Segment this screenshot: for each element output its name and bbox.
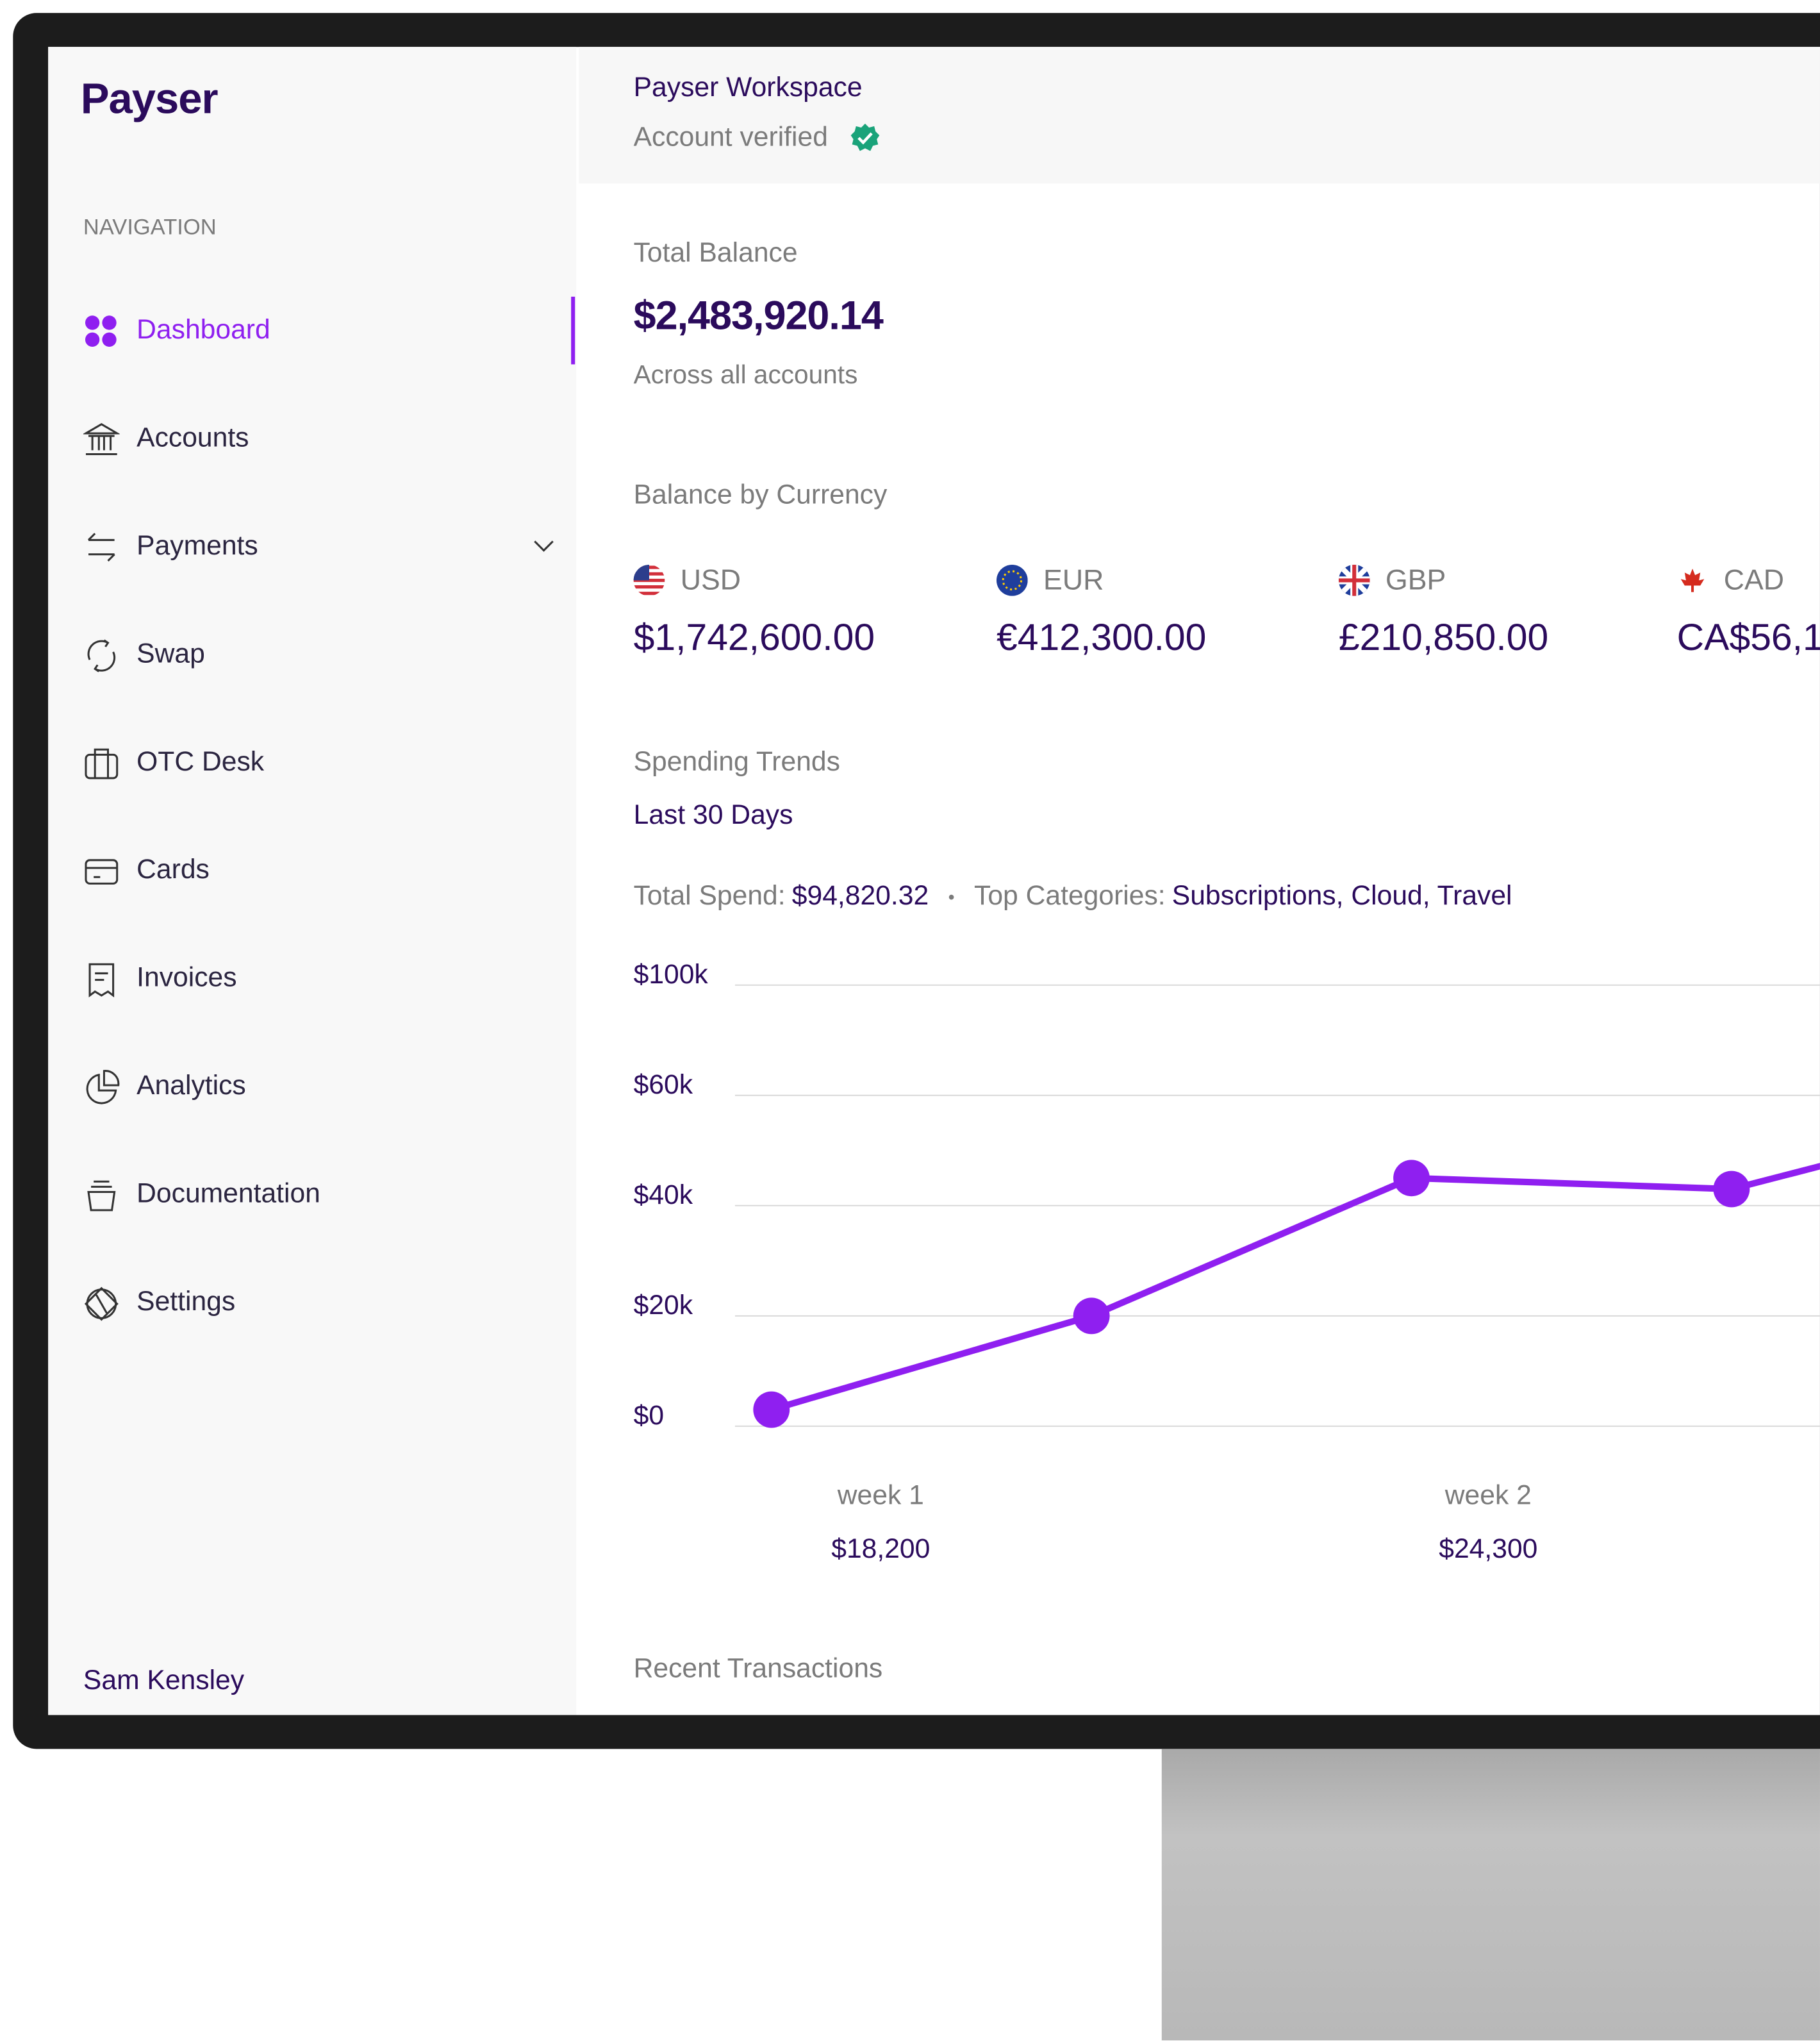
section-heading: Balance by Currency [633, 480, 888, 510]
value: $94,820.32 [791, 881, 929, 911]
currency-amount: £210,850.00 [1338, 617, 1549, 660]
nav-item[interactable]: Analytics [83, 1060, 565, 1112]
currency-code: CAD [1723, 563, 1785, 596]
flag-gb [1338, 565, 1370, 596]
value: Subscriptions, Cloud, Travel [1171, 881, 1512, 911]
icon [86, 1070, 120, 1104]
currency-amount: CA$56,12 [1676, 617, 1820, 660]
y-tick-label: $0 [634, 1400, 664, 1431]
separator: • [948, 886, 955, 907]
currency-code: USD [680, 563, 741, 596]
section-heading: Spending Trends [633, 747, 840, 777]
y-tick-label: $20k [634, 1290, 693, 1320]
sidebar [48, 47, 577, 1715]
nav-label: Analytics [136, 1070, 246, 1101]
icon [84, 1287, 119, 1321]
currency-amount: €412,300.00 [996, 617, 1207, 660]
verified-badge [850, 123, 880, 151]
nav-label: Swap [136, 638, 205, 669]
nav-item[interactable]: Documentation [83, 1169, 565, 1220]
week-total: $18,200 [831, 1534, 931, 1565]
week-label: week 2 [1444, 1481, 1532, 1511]
nav-label: Documentation [136, 1179, 320, 1209]
nav-label: Payments [136, 531, 258, 561]
balance-amount: $2,483,920.14 [633, 292, 884, 338]
nav-label: Invoices [136, 963, 237, 993]
nav-item[interactable]: Invoices [83, 953, 565, 1004]
balance-label: Total Balance [633, 238, 798, 269]
label: Total Spend: [633, 881, 786, 911]
user-name: Sam Kensley [83, 1665, 245, 1696]
monitor-stand [1161, 1749, 1820, 2041]
point [1713, 1170, 1750, 1208]
nav-heading: NAVIGATION [83, 214, 217, 240]
currency-amount: $1,742,600.00 [633, 617, 875, 660]
nav-item[interactable]: Settings [83, 1276, 565, 1328]
nav-item[interactable]: Dashboard [83, 304, 565, 356]
nav-label: Accounts [136, 422, 249, 453]
icon [87, 1180, 116, 1212]
icon [83, 423, 120, 455]
icon [88, 963, 115, 997]
chevron [534, 540, 554, 552]
workspace-name: Payser Workspace [633, 72, 863, 103]
flag-eu [996, 565, 1028, 596]
point [753, 1391, 790, 1428]
week-total: $24,300 [1439, 1534, 1538, 1565]
currency-code: GBP [1385, 563, 1446, 596]
brand: Payser [80, 74, 219, 122]
header-bar [579, 47, 1820, 184]
y-tick-label: $40k [634, 1179, 693, 1210]
spend-summary: Total Spend: $94,820.32 • Top Categories… [634, 881, 1512, 912]
nav-label: Settings [136, 1287, 236, 1317]
week-label: week 1 [837, 1481, 924, 1511]
flag-us [633, 565, 665, 596]
icon [85, 315, 117, 347]
balance-note: Across all accounts [633, 361, 858, 390]
y-tick-label: $100k [634, 959, 709, 990]
section-heading: Recent Transactions [633, 1654, 883, 1684]
nav-item[interactable]: Accounts [83, 413, 565, 465]
line [770, 1163, 1820, 1413]
y-tick-label: $60k [634, 1069, 693, 1100]
nav-item[interactable]: OTC Desk [83, 737, 565, 788]
nav-item[interactable]: Swap [83, 628, 565, 680]
verified-status: Account verified [633, 122, 828, 153]
label: Top Categories: [974, 881, 1166, 911]
point [1393, 1160, 1430, 1197]
nav-label: Cards [136, 854, 210, 885]
nav-label: OTC Desk [136, 747, 265, 777]
active-indicator [571, 296, 575, 365]
point [1073, 1297, 1110, 1335]
nav-item[interactable]: Cards [83, 844, 565, 896]
currency-code: EUR [1043, 563, 1104, 596]
icon [87, 639, 116, 672]
nav-item[interactable]: Payments [83, 521, 565, 572]
nav-label: Dashboard [136, 315, 270, 345]
icon [85, 748, 119, 779]
flag-ca [1680, 569, 1705, 592]
period: Last 30 Days [633, 800, 793, 831]
icon [87, 533, 115, 562]
icon [85, 859, 119, 885]
